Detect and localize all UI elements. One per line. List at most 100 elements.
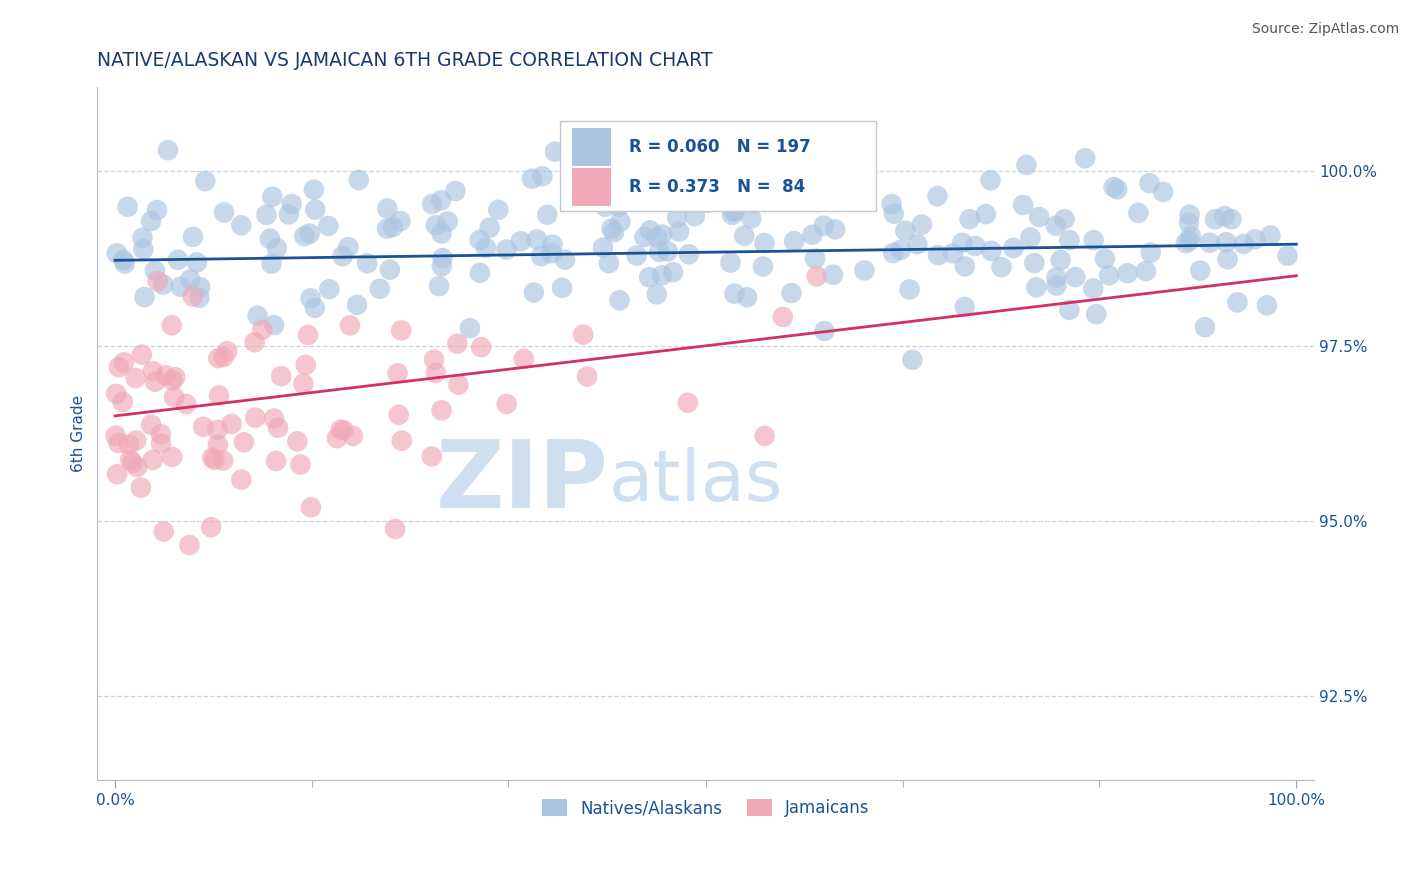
Point (901, 352, 924, 367)
Point (695, 184, 717, 198)
Point (1098, 268, 1121, 283)
Point (299, 291, 322, 305)
Point (536, 208, 558, 222)
Point (721, 208, 744, 222)
Point (446, 336, 468, 351)
Point (780, 286, 803, 301)
Point (304, 202, 326, 217)
Point (1256, 298, 1278, 312)
Point (207, 351, 229, 365)
Point (298, 227, 321, 241)
Point (696, 196, 718, 211)
Point (332, 423, 354, 437)
Point (165, 370, 187, 384)
Point (880, 197, 903, 211)
Text: ZIP: ZIP (436, 436, 609, 528)
Point (523, 285, 546, 300)
Point (572, 327, 595, 342)
Point (645, 287, 668, 301)
Point (603, 225, 626, 239)
Point (1128, 206, 1150, 220)
Point (723, 204, 745, 219)
Point (299, 500, 322, 515)
Point (202, 452, 225, 467)
Point (1059, 233, 1081, 247)
FancyBboxPatch shape (572, 128, 610, 166)
Point (181, 289, 204, 303)
Point (347, 173, 370, 187)
Point (339, 318, 361, 333)
Point (127, 460, 149, 475)
Point (427, 279, 450, 293)
Point (1102, 180, 1125, 194)
Point (593, 171, 616, 186)
Point (326, 431, 349, 445)
Point (200, 520, 222, 534)
Point (146, 274, 169, 288)
Point (259, 232, 281, 246)
Point (735, 290, 758, 304)
Point (609, 215, 631, 229)
Point (942, 246, 965, 260)
Point (894, 224, 917, 238)
Point (1152, 185, 1174, 199)
Point (1045, 219, 1067, 233)
Point (600, 221, 623, 235)
Point (263, 411, 285, 425)
Point (316, 219, 339, 233)
Point (853, 263, 876, 277)
Point (468, 266, 491, 280)
Point (772, 310, 794, 324)
Point (882, 246, 904, 260)
Point (389, 214, 412, 228)
Point (821, 268, 844, 282)
Point (1244, 232, 1267, 246)
Point (1045, 278, 1067, 293)
Point (243, 335, 266, 350)
Point (292, 229, 315, 244)
Point (444, 184, 467, 198)
Point (217, 344, 239, 359)
Point (302, 183, 325, 197)
Point (118, 437, 141, 451)
Text: Source: ZipAtlas.com: Source: ZipAtlas.com (1251, 22, 1399, 37)
Point (194, 174, 217, 188)
Point (953, 300, 976, 314)
Point (1064, 270, 1087, 285)
Point (207, 438, 229, 452)
Point (107, 436, 129, 450)
Point (530, 249, 553, 263)
Point (541, 237, 564, 252)
Point (783, 234, 806, 248)
Point (389, 323, 412, 337)
Point (174, 397, 197, 411)
Point (668, 225, 690, 239)
Point (651, 268, 673, 283)
Point (231, 473, 253, 487)
Point (1135, 264, 1157, 278)
Point (554, 252, 576, 267)
Point (1215, 235, 1237, 250)
Point (1277, 249, 1299, 263)
Point (447, 377, 470, 392)
Point (221, 417, 243, 431)
Point (368, 282, 391, 296)
Point (425, 219, 447, 233)
Point (430, 227, 453, 241)
Point (1204, 212, 1226, 227)
Point (468, 233, 491, 247)
FancyBboxPatch shape (572, 168, 610, 206)
Point (598, 256, 620, 270)
Point (285, 434, 308, 449)
Point (188, 291, 211, 305)
Point (959, 212, 981, 227)
Point (186, 255, 208, 269)
Point (105, 467, 128, 482)
Point (666, 211, 689, 225)
Point (721, 180, 744, 194)
Point (375, 202, 398, 216)
Legend: Natives/Alaskans, Jamaicans: Natives/Alaskans, Jamaicans (534, 792, 876, 824)
Point (638, 270, 661, 285)
Point (1002, 241, 1025, 255)
Point (381, 219, 404, 234)
